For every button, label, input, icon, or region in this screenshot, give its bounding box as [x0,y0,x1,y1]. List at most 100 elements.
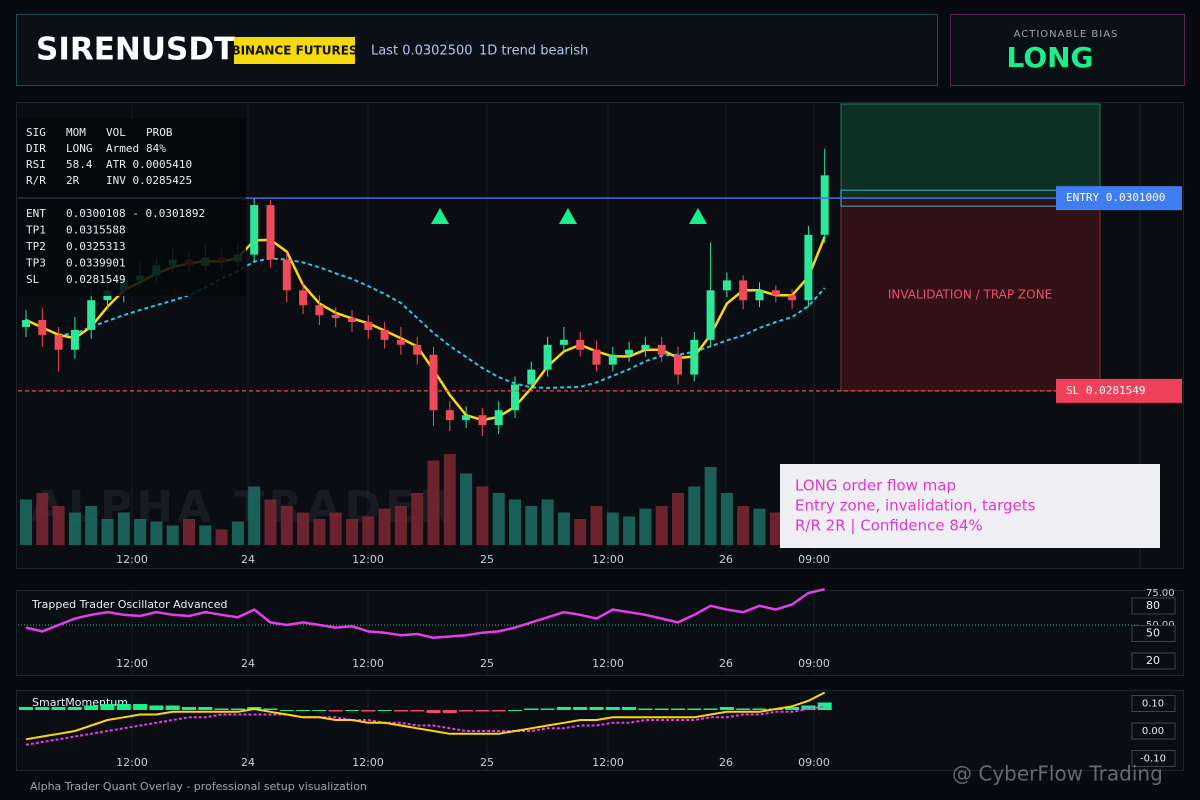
candle-body [608,354,617,365]
volume-bar [85,506,98,545]
candle-body [674,354,682,375]
y-tick-label: 0.00 [1142,726,1164,737]
momentum-bar [377,710,392,711]
candle-body [804,234,813,301]
momentum-bar [296,710,311,711]
target-zone [840,103,1101,199]
x-tick-label: 25 [480,756,494,769]
level-label: 80 [1146,599,1160,612]
info-cell: 84% [146,142,166,155]
momentum-bar [410,710,425,712]
info-cell: 58.4 [66,158,93,171]
sl-label: SL 0.0281549 [1066,384,1145,397]
oscillator-line [25,587,825,640]
signal-arrow [559,208,577,224]
momentum-bar [719,707,734,710]
volume-bar [52,506,65,545]
info-cell: RSI [26,158,46,171]
volume-bar [492,493,505,545]
level-box [1131,652,1176,670]
volume-bar [720,493,733,545]
volume-bar [557,512,570,545]
momentum-bar [51,707,66,710]
x-tick-label: 09:00 [798,553,830,566]
candle-body [527,369,536,385]
momentum-bar [589,707,604,710]
header-box [16,14,938,86]
momentum-bar [100,704,115,710]
volume-bar [378,508,391,545]
momentum-bar [442,710,457,713]
candle-body [478,415,487,426]
momentum-bar [638,708,653,710]
candle-body [625,349,634,355]
momentum-bar [654,708,669,710]
momentum-panel [16,690,1184,771]
momentum-bar [508,710,522,711]
entry-tag [1056,186,1182,211]
candle-body [462,415,471,421]
y-tick-label: -0.10 [1140,754,1166,765]
x-tick-label: 12:00 [116,553,148,566]
footer: Alpha Trader Quant Overlay - professiona… [30,780,367,793]
momentum-slow [25,705,825,746]
candle-body [559,339,568,345]
candle-body [788,295,797,301]
info-cell: DIR [26,142,46,155]
momentum-bar [345,710,359,711]
x-tick-label: 26 [719,657,733,670]
x-tick-label: 26 [719,553,733,566]
info-cell: VOL [106,126,126,139]
momentum-bar [116,704,131,710]
momentum-bar [736,708,751,710]
x-tick-label: 25 [480,657,494,670]
annotation-line: Entry zone, invalidation, targets [795,497,1036,515]
volume-bar [68,512,81,545]
info-cell: SIG [26,126,46,139]
candle-body [396,339,405,345]
x-tick-label: 24 [241,553,255,566]
volume-bar [134,519,147,545]
candle-body [511,384,519,411]
info-cell: LONG [66,142,93,155]
annotation-line: LONG order flow map [795,477,956,495]
info-level: 0.0325313 [66,240,126,253]
volume-bar [623,516,636,545]
candle-body [739,280,748,301]
momentum-bar [198,707,213,710]
info-level: TP3 [26,257,46,270]
momentum-bar [19,707,33,710]
info-cell: Armed [106,142,139,155]
candle-body [771,290,780,296]
zone-label: INVALIDATION / TRAP ZONE [888,288,1052,302]
sl-tag [1056,378,1182,403]
volume-bar [199,525,212,545]
momentum-bar [687,708,702,710]
last-price: Last 0.0302500 [371,44,473,59]
volume-bar [639,508,652,545]
x-tick-label: 12:00 [116,657,148,670]
momentum-bar [133,704,148,710]
volume-bar [362,516,375,545]
volume-bar [672,493,684,545]
volume-bar [329,512,342,545]
momentum-bar [752,708,767,710]
volume-bar [606,512,619,545]
candle-body [820,175,829,235]
volume-bar [166,525,179,545]
volume-bar [655,506,668,545]
volume-bar [688,486,701,545]
credit: @ CyberFlow Trading [952,762,1163,786]
level-label: 20 [1146,654,1160,667]
volume-bar [509,499,521,545]
candle-body [87,300,96,330]
candle-body [54,334,63,350]
volume-bar [541,499,554,545]
momentum-bar [214,708,229,710]
momentum-bar [84,705,99,710]
tick-box [1131,722,1176,740]
badge-bg [234,37,355,64]
momentum-bar [35,707,50,710]
volume-bar [20,499,32,545]
